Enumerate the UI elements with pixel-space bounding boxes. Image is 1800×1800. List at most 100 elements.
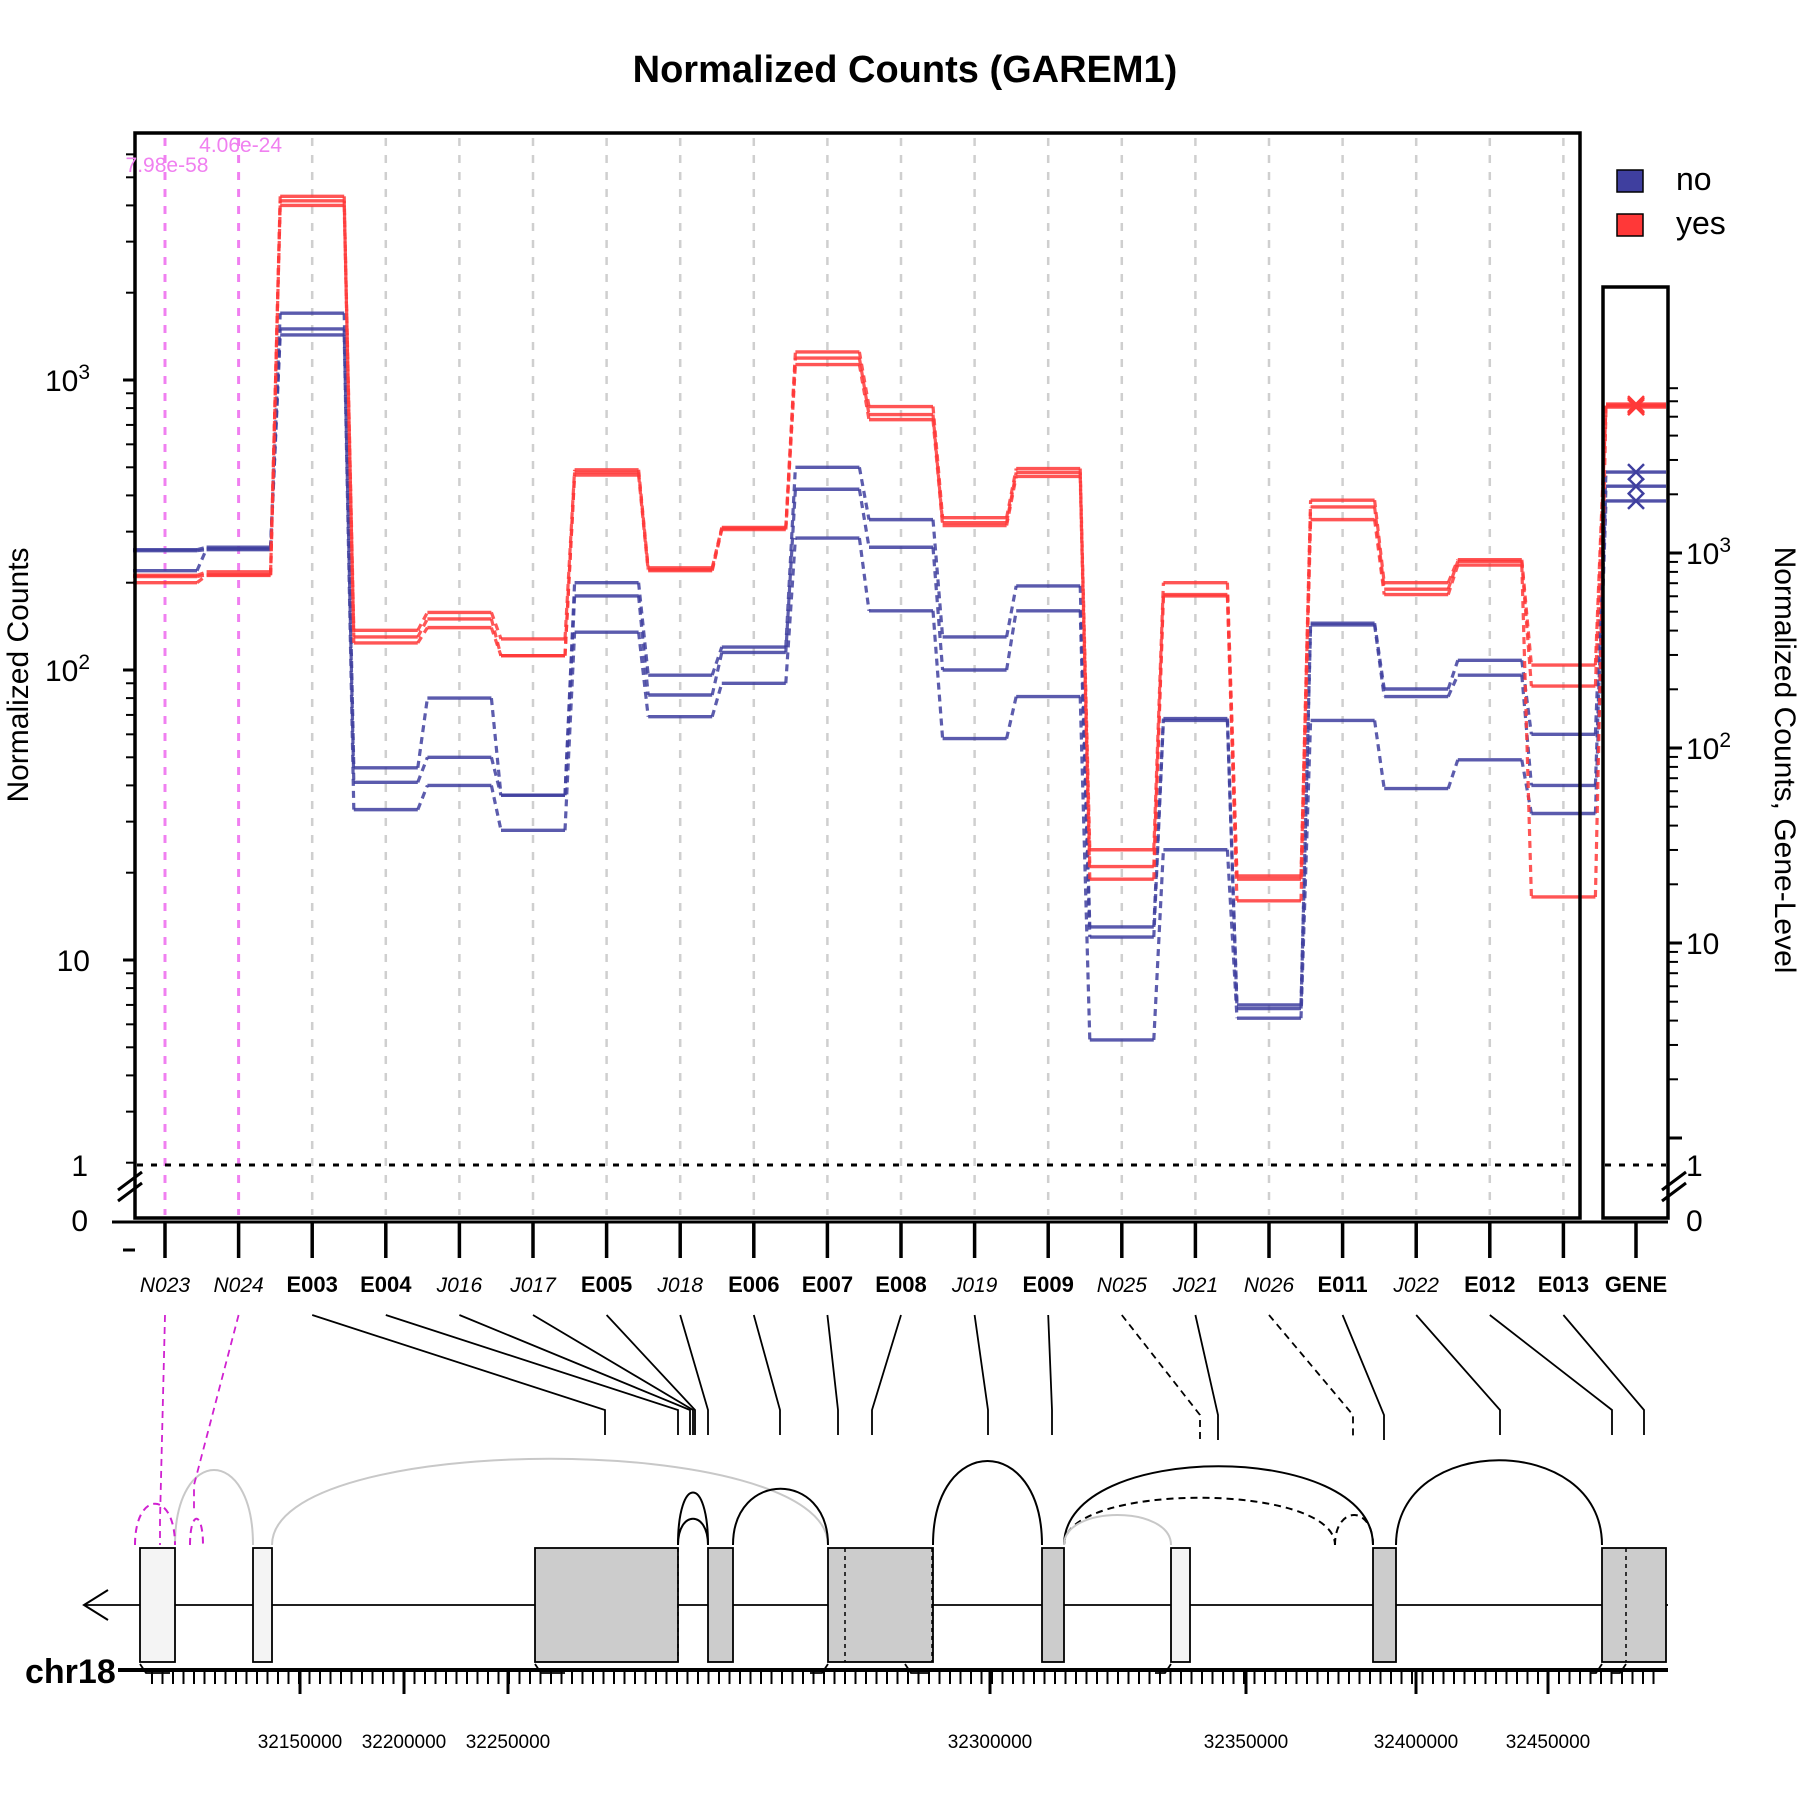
feature-connector-j019 [973, 1314, 989, 1435]
feature-label-e013: E013 [1538, 1272, 1589, 1297]
exon-box-3 [707, 1547, 734, 1663]
y-tick-label-zero: 0 [71, 1205, 88, 1238]
feature-connector-e006 [752, 1314, 781, 1435]
right-tick-label-10: 10 [1686, 928, 1719, 961]
feature-connector-n024 [193, 1314, 240, 1510]
junction-arc-2 [677, 1491, 709, 1546]
feature-connector-e013 [1562, 1314, 1645, 1435]
feature-label-e008: E008 [875, 1272, 926, 1297]
junction-arc-8 [1334, 1514, 1374, 1546]
right-tick-label-1000: 103 [1686, 534, 1731, 571]
exon-box-7 [1372, 1547, 1397, 1663]
feature-label-gene: GENE [1605, 1272, 1667, 1297]
feature-label-n024: N024 [213, 1274, 263, 1297]
strand-arrow [82, 1589, 109, 1621]
gene-level-frame [1601, 285, 1670, 1220]
gene-level-marker-yes-5 [1627, 398, 1645, 416]
transcript-end-tick-5 [1590, 1663, 1603, 1674]
transcript-end-tick-4 [1155, 1663, 1172, 1674]
feature-label-e004: E004 [360, 1272, 412, 1297]
main-plot-grid [137, 138, 1666, 1215]
main-plot-frame [133, 131, 1582, 1220]
exon-box-8 [1601, 1547, 1667, 1663]
feature-label-n026: N026 [1244, 1274, 1295, 1297]
right-y-axis-label: Normalized Counts, Gene-Level [1768, 547, 1800, 974]
genomic-tick-label-32200000: 32200000 [362, 1732, 447, 1753]
exon-box-4 [827, 1547, 934, 1663]
feature-label-j016: J016 [436, 1274, 483, 1297]
feature-label-e006: E006 [728, 1272, 779, 1297]
feature-connector-e004 [385, 1314, 679, 1435]
legend-swatch-no [1616, 169, 1644, 193]
feature-label-e012: E012 [1464, 1272, 1515, 1297]
axis-break-right [1661, 1170, 1687, 1203]
junction-arc-12 [189, 1517, 204, 1546]
feature-axis: N023 N024 E003 E004 J016 J017 E005 J018 E006 E007… [140, 1222, 1667, 1297]
feature-label-e009: E009 [1023, 1272, 1074, 1297]
genomic-tick-label-32300000: 32300000 [948, 1732, 1033, 1753]
gene-level-marker-no-2 [1627, 492, 1645, 510]
right-tick-label-zero: 0 [1686, 1205, 1703, 1238]
feature-label-e007: E007 [802, 1272, 853, 1297]
feature-label-n023: N023 [140, 1274, 191, 1297]
genomic-tick-label-32150000: 32150000 [258, 1732, 343, 1753]
legend: no yes [1616, 161, 1726, 241]
chart-title: Normalized Counts (GAREM1) [633, 49, 1178, 91]
y-tick-label-10: 10 [57, 945, 90, 978]
series-yes-5-connectors [196, 205, 1533, 901]
feature-label-e005: E005 [581, 1272, 632, 1297]
legend-swatch-yes [1616, 213, 1644, 237]
gene-level-marker-no-0 [1627, 463, 1645, 481]
right-tick-exponent-1000: 3 [1719, 534, 1731, 557]
feature-connector-e009 [1047, 1314, 1053, 1435]
exon-box-5 [1041, 1547, 1065, 1663]
junction-arc-6 [1063, 1465, 1374, 1546]
junction-arc-10 [1395, 1459, 1603, 1546]
gene-level-series [1606, 395, 1666, 510]
gene-level-marker-no-1 [1627, 477, 1645, 496]
junction-arc-9 [1063, 1514, 1172, 1546]
feature-connector-n026 [1268, 1314, 1354, 1440]
genomic-tick-label-32400000: 32400000 [1374, 1732, 1459, 1753]
y-axis-label: Normalized Counts [2, 547, 35, 802]
feature-label-e011: E011 [1318, 1272, 1368, 1297]
feature-label-n025: N025 [1097, 1274, 1148, 1297]
feature-connector-j016 [459, 1314, 691, 1435]
right-tick-label-one: 1 [1686, 1150, 1703, 1183]
feature-connector-n025 [1121, 1314, 1201, 1440]
exon-box-6 [1170, 1547, 1191, 1663]
main-plot-series [133, 194, 1608, 1042]
feature-connector-e008 [871, 1314, 902, 1435]
feature-connector-e012 [1489, 1314, 1613, 1435]
feature-connector-j021 [1194, 1314, 1219, 1440]
genomic-coordinate-axis: 32150000 32200000 32250000 32300000 32350000… [118, 1668, 1668, 1753]
exon-box-0 [139, 1547, 176, 1663]
junction-arc-11 [134, 1502, 176, 1546]
feature-connector-j022 [1415, 1314, 1501, 1435]
feature-label-j017: J017 [509, 1274, 557, 1297]
feature-connector-j017 [532, 1314, 694, 1435]
right-tick-exponent-100: 2 [1719, 729, 1731, 752]
feature-connector-e003 [311, 1314, 606, 1435]
y-tick-label-one: 1 [71, 1150, 88, 1183]
genomic-tick-label-32250000: 32250000 [466, 1732, 551, 1753]
axis-break-left [117, 1170, 143, 1203]
feature-label-j019: J019 [951, 1274, 998, 1297]
pvalue-n024: 4.06e-24 [199, 134, 282, 157]
genomic-tick-label-32350000: 32350000 [1204, 1732, 1289, 1753]
legend-label-yes: yes [1676, 205, 1726, 241]
pvalue-n023: 7.98e-58 [126, 154, 209, 177]
series-no-1-connectors [195, 328, 1533, 1009]
feature-label-j022: J022 [1392, 1274, 1439, 1297]
junction-arc-3 [677, 1517, 709, 1546]
feature-label-j018: J018 [656, 1274, 703, 1297]
y-tick-exponent-100: 2 [78, 651, 90, 674]
genomic-tick-label-32450000: 32450000 [1506, 1732, 1591, 1753]
feature-connector-e011 [1341, 1314, 1385, 1440]
exon-box-1 [252, 1547, 273, 1663]
pvalue-labels: 7.98e-584.06e-24 [126, 134, 283, 177]
transcript-end-tick-3 [904, 1663, 930, 1674]
exon-box-2 [534, 1547, 679, 1663]
feature-connector-e005 [605, 1314, 696, 1435]
